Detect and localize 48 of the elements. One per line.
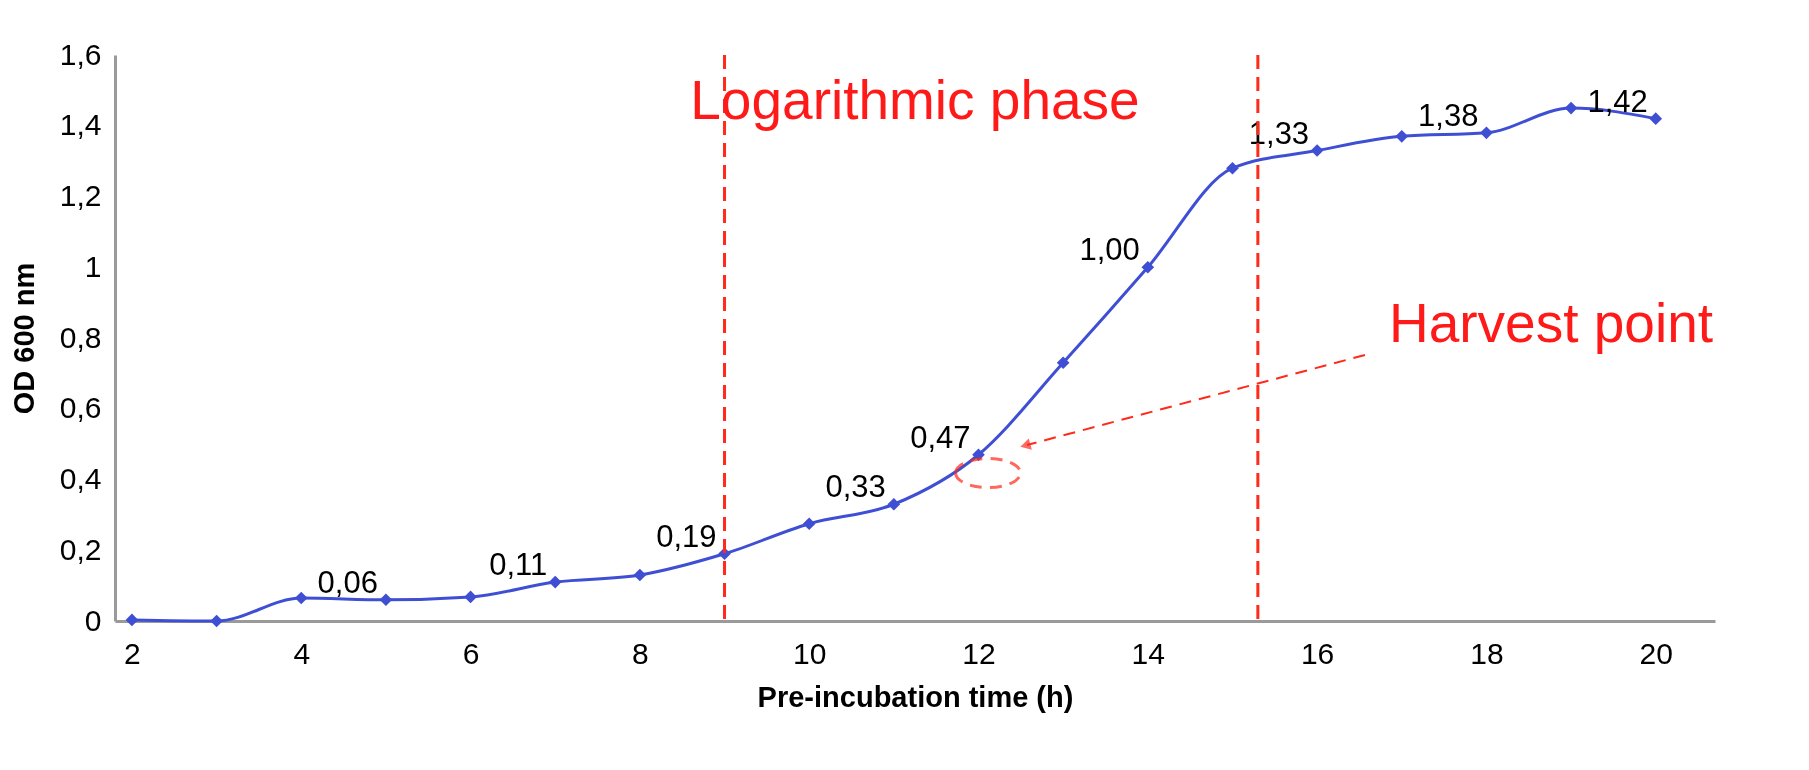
- y-tick-label: 1,4: [59, 108, 102, 142]
- data-label: 0,19: [656, 518, 717, 554]
- point: [379, 593, 393, 607]
- y-tick-label: 0,6: [59, 391, 102, 425]
- y-tick-label: 1: [84, 249, 102, 283]
- x-tick-label: 2: [124, 636, 141, 670]
- annotation: Harvest point: [1388, 292, 1714, 354]
- data-label: 0,06: [317, 564, 378, 600]
- x-tick-label: 20: [1639, 636, 1673, 670]
- x-tick-label: 18: [1470, 636, 1504, 670]
- y-tick-label: 0,8: [59, 320, 102, 354]
- point: [548, 575, 562, 589]
- point: [1649, 112, 1663, 125]
- point: [1141, 260, 1155, 274]
- point: [633, 568, 647, 582]
- y-tick-label: 0,2: [59, 532, 102, 566]
- data-label: 0,33: [825, 469, 886, 505]
- x-tick-label: 6: [462, 636, 480, 670]
- data-label: 0,47: [910, 419, 971, 455]
- x-tick-label: 14: [1131, 636, 1165, 670]
- data-label: 0,11: [489, 547, 548, 583]
- y-tick-label: 1,6: [59, 37, 102, 71]
- point: [1310, 144, 1324, 157]
- point: [1056, 356, 1070, 370]
- y-axis-title: OD 600 nm: [7, 262, 40, 415]
- point: [294, 591, 308, 605]
- y-tick-label: 0: [84, 603, 102, 637]
- x-tick-label: 10: [792, 636, 827, 670]
- data-label: 1,38: [1418, 97, 1479, 133]
- point: [210, 614, 223, 628]
- x-axis-title: Pre-incubation time (h): [757, 680, 1074, 713]
- point: [1395, 130, 1409, 143]
- point: [887, 497, 901, 511]
- point: [1564, 101, 1578, 115]
- x-tick-label: 16: [1300, 636, 1335, 670]
- point: [125, 613, 139, 627]
- x-tick-label: 12: [962, 636, 996, 670]
- annotation: Logarithmic phase: [690, 69, 1140, 131]
- point: [802, 517, 816, 531]
- y-tick-label: 1,2: [59, 179, 102, 212]
- point: [464, 590, 477, 604]
- data-label: 1,00: [1079, 232, 1140, 268]
- x-tick-label: 8: [632, 636, 649, 670]
- point: [1480, 126, 1493, 140]
- point: [1226, 161, 1239, 175]
- x-tick-label: 4: [293, 636, 311, 670]
- data-label: 1,42: [1587, 83, 1648, 119]
- y-tick-label: 0,4: [59, 462, 102, 495]
